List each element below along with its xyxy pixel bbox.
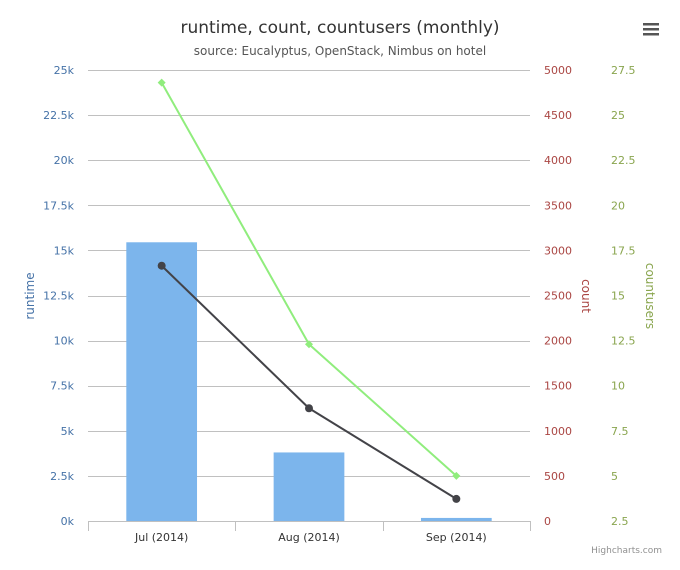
count-tick-label: 3500	[544, 199, 572, 212]
runtime-tick-label: 25k	[54, 64, 75, 77]
countusers-tick-label: 25	[611, 109, 625, 122]
context-menu-button[interactable]	[638, 19, 664, 41]
menu-line-middle	[643, 28, 659, 31]
countusers-axis: 2.5 5 7.5 10 12.5 15 17.5 20 22.5 25 27.5	[611, 64, 636, 528]
x-axis: Jul (2014) Aug (2014) Sep (2014)	[88, 521, 531, 544]
credits-link[interactable]: Highcharts.com	[591, 546, 662, 556]
count-tick-label: 1000	[544, 425, 572, 438]
count-tick-label: 0	[544, 515, 551, 528]
menu-line-bottom	[643, 33, 659, 36]
countusers-tick-label: 12.5	[611, 335, 636, 348]
count-tick-label: 2500	[544, 290, 572, 303]
countusers-tick-label: 22.5	[611, 154, 636, 167]
count-axis: 0 500 1000 1500 2000 2500 3000 3500 4000 4500 5000	[544, 64, 572, 528]
chart-subtitle: source: Eucalyptus, OpenStack, Nimbus on…	[194, 44, 486, 58]
countusers-tick-label: 17.5	[611, 244, 636, 257]
countusers-tick-label: 15	[611, 290, 625, 303]
runtime-tick-label: 2.5k	[50, 470, 74, 483]
count-tick-label: 4500	[544, 109, 572, 122]
runtime-axis-title: runtime	[23, 272, 37, 319]
countusers-point[interactable]	[305, 340, 313, 349]
x-axis-category-label: Jul (2014)	[134, 531, 188, 544]
runtime-tick-label: 12.5k	[43, 290, 74, 303]
countusers-tick-label: 20	[611, 199, 625, 212]
runtime-tick-label: 7.5k	[50, 380, 74, 393]
runtime-tick-label: 20k	[54, 154, 75, 167]
runtime-bar[interactable]	[126, 242, 198, 522]
countusers-tick-label: 2.5	[611, 515, 629, 528]
chart-title: runtime, count, countusers (monthly)	[180, 18, 499, 38]
runtime-axis: 0k 2.5k 5k 7.5k 10k 12.5k 15k 17.5k 20k 22.5k 25k	[43, 64, 74, 528]
count-tick-label: 5000	[544, 64, 572, 77]
runtime-tick-label: 17.5k	[43, 199, 74, 212]
runtime-tick-label: 0k	[61, 515, 75, 528]
countusers-axis-title: countusers	[643, 263, 657, 329]
count-tick-label: 4000	[544, 154, 572, 167]
count-tick-label: 500	[544, 470, 565, 483]
countusers-point[interactable]	[157, 78, 166, 87]
count-tick-label: 3000	[544, 244, 572, 257]
runtime-tick-label: 15k	[54, 244, 75, 257]
hamburger-menu-icon[interactable]	[643, 23, 659, 36]
count-axis-title: count	[579, 279, 593, 313]
menu-line-top	[643, 23, 659, 26]
runtime-bar[interactable]	[420, 517, 492, 521]
runtime-tick-label: 5k	[61, 425, 75, 438]
countusers-tick-label: 27.5	[611, 64, 636, 77]
x-axis-category-label: Sep (2014)	[426, 531, 487, 544]
countusers-tick-label: 10	[611, 380, 625, 393]
count-tick-label: 1500	[544, 380, 572, 393]
line-series	[157, 78, 461, 503]
x-axis-category-label: Aug (2014)	[278, 531, 340, 544]
countusers-tick-label: 5	[611, 470, 618, 483]
runtime-bar[interactable]	[273, 452, 345, 521]
count-tick-label: 2000	[544, 335, 572, 348]
count-point[interactable]	[157, 261, 166, 270]
runtime-tick-label: 22.5k	[43, 109, 74, 122]
countusers-point[interactable]	[452, 471, 461, 480]
runtime-tick-label: 10k	[54, 335, 75, 348]
countusers-tick-label: 7.5	[611, 425, 629, 438]
count-point[interactable]	[305, 404, 313, 413]
count-point[interactable]	[452, 494, 461, 503]
